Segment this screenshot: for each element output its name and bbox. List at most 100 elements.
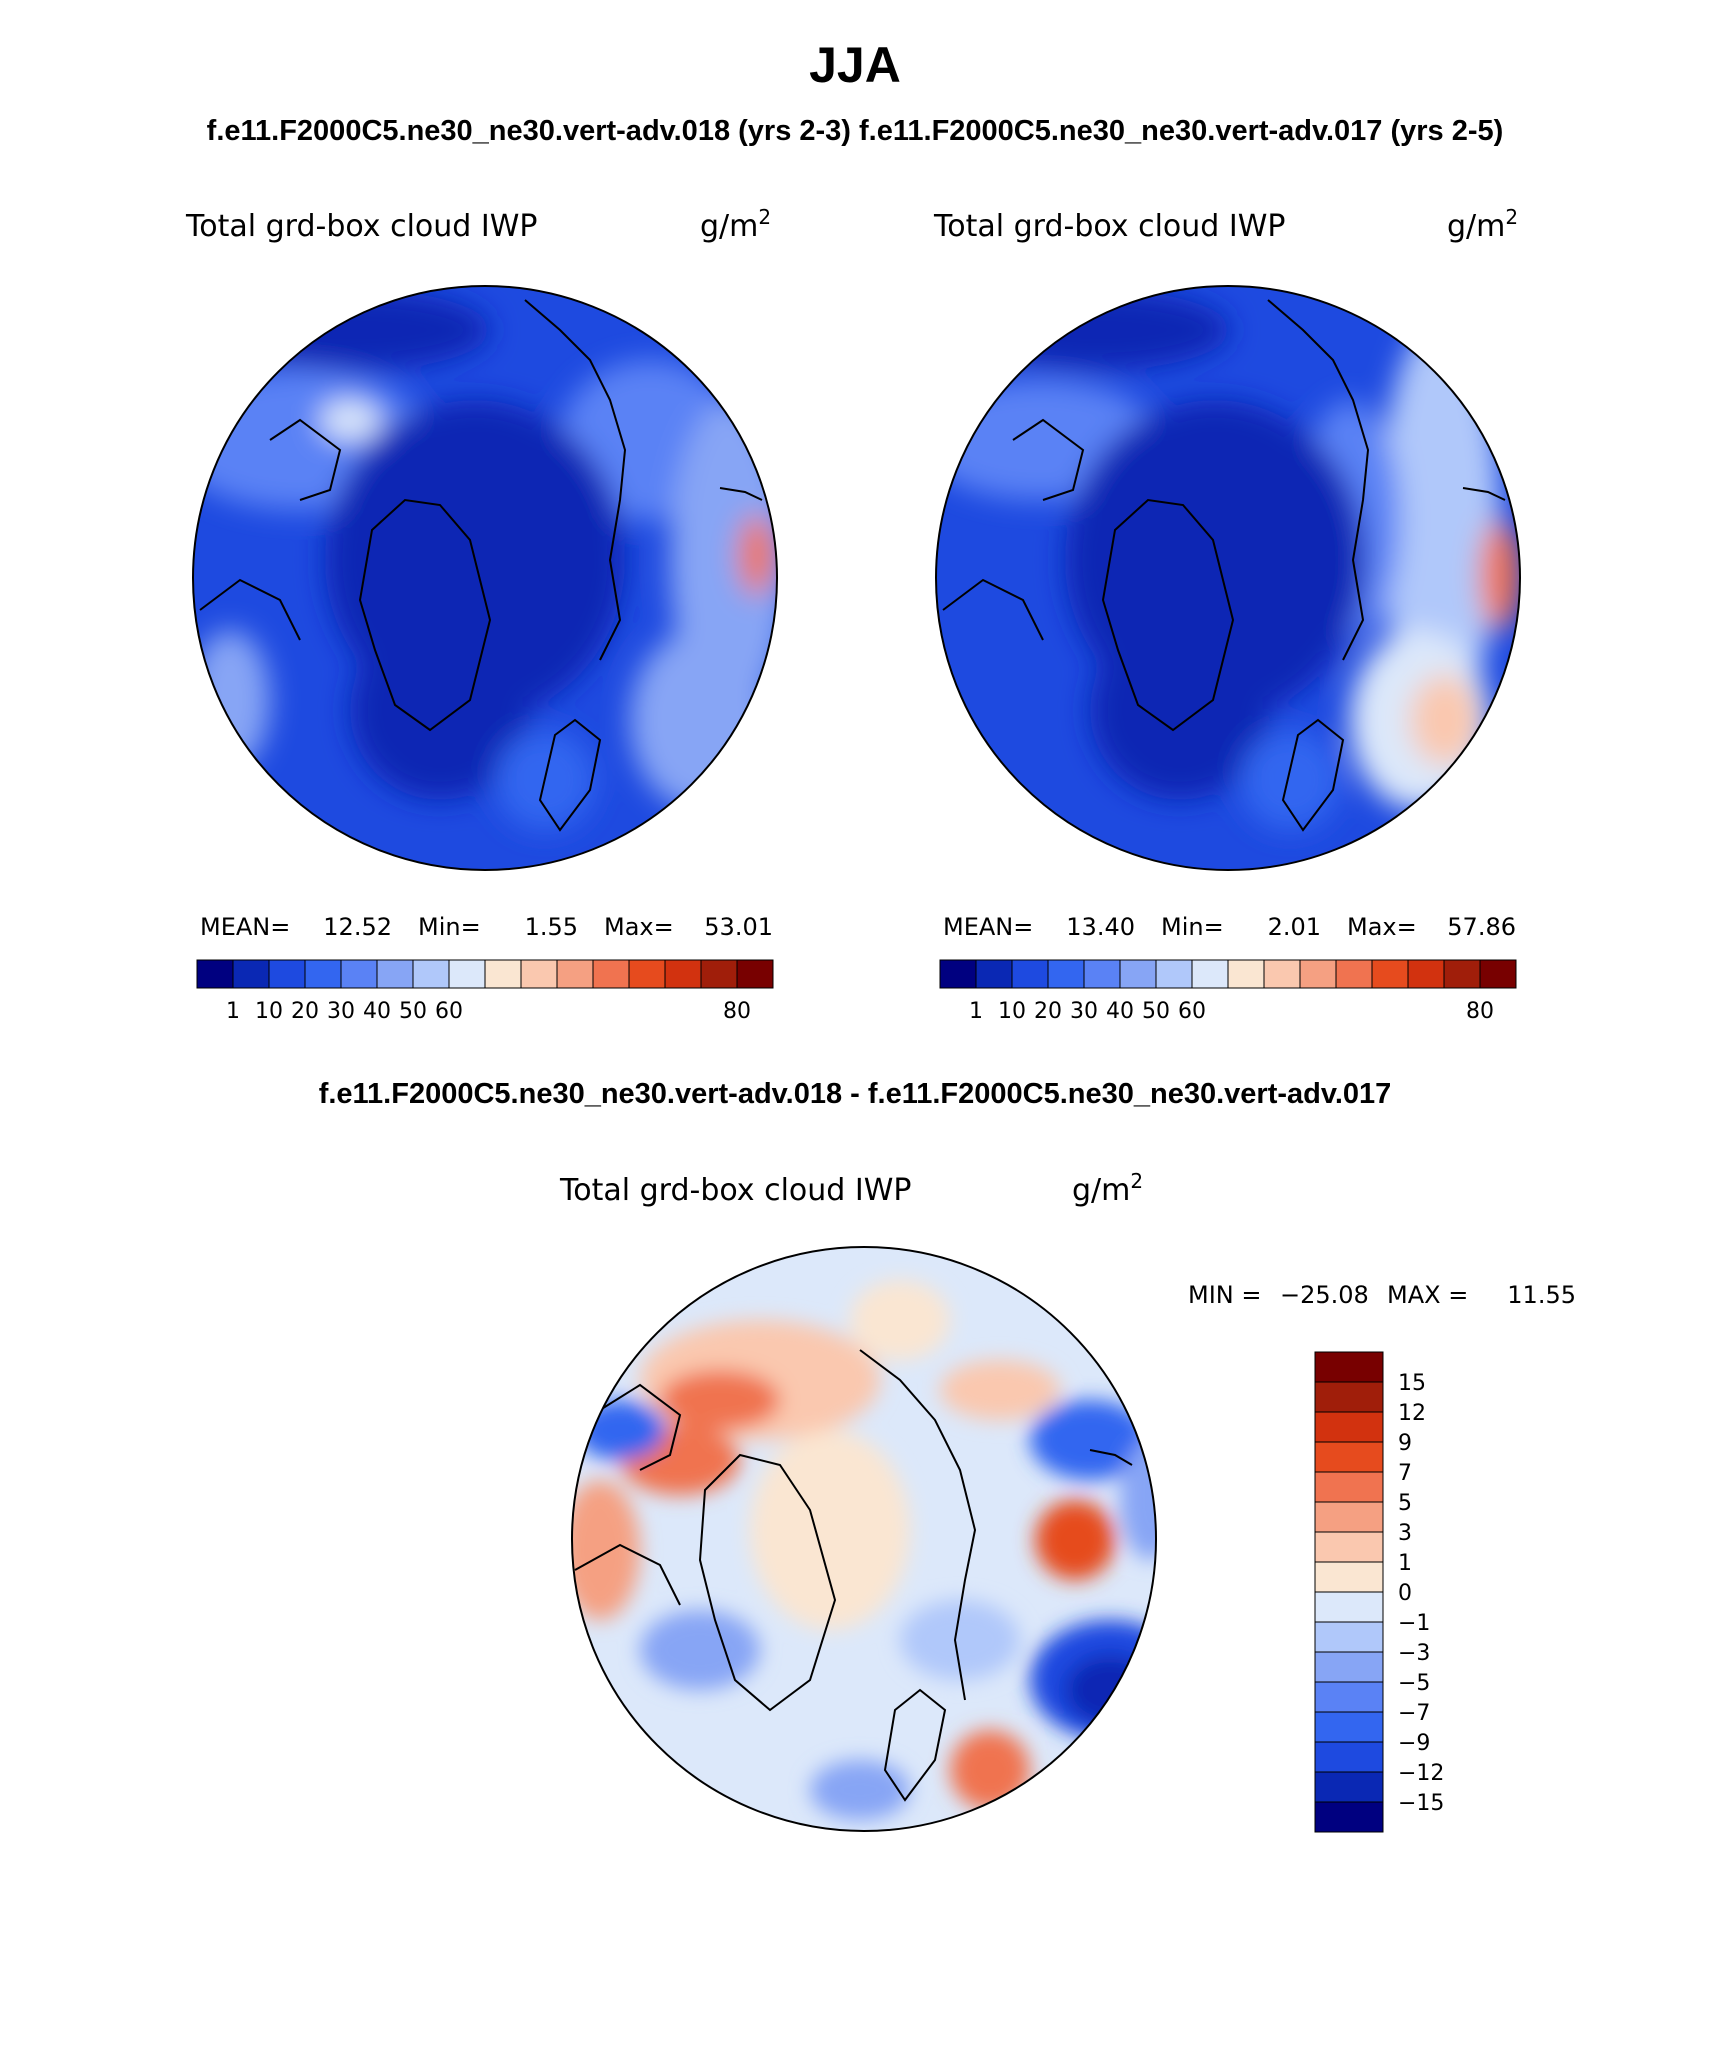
colorbar-tick-label: −7 [1398, 1701, 1430, 1726]
colorbar-swatch [520, 959, 558, 989]
panel2-min-value: 2.01 [1268, 913, 1321, 941]
panel1-coastlines [199, 299, 763, 832]
colorbar-swatch [1119, 959, 1157, 989]
difference-title: f.e11.F2000C5.ne30_ne30.vert-adv.018 - f… [319, 1078, 1392, 1110]
colorbar-swatch [1314, 1411, 1384, 1443]
colorbar-tick-label: 1 [969, 999, 983, 1024]
colorbar-swatch [1314, 1381, 1384, 1413]
colorbar-tick-label: 3 [1398, 1521, 1412, 1546]
colorbar-tick-label: −12 [1398, 1761, 1444, 1786]
colorbar-tick-label: 0 [1398, 1581, 1412, 1606]
colorbar-tick-label: 30 [1070, 999, 1098, 1024]
colorbar-swatch [1314, 1651, 1384, 1683]
colorbar-swatch [592, 959, 630, 989]
colorbar-tick-label: 40 [1106, 999, 1134, 1024]
panel2-map-field [936, 286, 1520, 870]
colorbar-swatch [1263, 959, 1301, 989]
panel2-mean-value: 13.40 [1066, 913, 1135, 941]
colorbar-tick-label: −15 [1398, 1791, 1444, 1816]
colorbar-tick-label: 20 [291, 999, 319, 1024]
colorbar-swatch [1314, 1441, 1384, 1473]
colorbar-swatch [1314, 1591, 1384, 1623]
panel1-max-label: Max= [604, 913, 674, 941]
colorbar-tick-label: 7 [1398, 1461, 1412, 1486]
colorbar-tick-label: 40 [363, 999, 391, 1024]
panel3-units: g/m2 [1072, 1169, 1143, 1208]
panel2-stats: MEAN= 13.40 Min= 2.01 Max= 57.86 [943, 913, 1516, 941]
colorbar-swatch [1371, 959, 1409, 989]
colorbar-swatch [1047, 959, 1085, 989]
colorbar-swatch [1314, 1471, 1384, 1503]
panel1-map-border [192, 285, 778, 871]
colorbar-tick-label: 30 [327, 999, 355, 1024]
panel2-colorbar: 1 10 20 30 40 50 60 80 [939, 959, 1517, 1024]
colorbar-swatch [975, 959, 1013, 989]
colorbar-swatch [1155, 959, 1193, 989]
panel1-mean-value: 12.52 [323, 913, 392, 941]
colorbar-swatch [376, 959, 414, 989]
panel2-max-label: Max= [1347, 913, 1417, 941]
colorbar-swatch [700, 959, 738, 989]
panel1-units-exp: 2 [758, 205, 771, 229]
colorbar-swatch [484, 959, 522, 989]
colorbar-swatch [1314, 1531, 1384, 1563]
panel2-units-base: g/m [1447, 209, 1505, 244]
colorbar-tick-label: −3 [1398, 1641, 1430, 1666]
colorbar-tick-label: 20 [1034, 999, 1062, 1024]
colorbar-swatch [1314, 1741, 1384, 1773]
colorbar-swatch [1314, 1681, 1384, 1713]
colorbar-swatch [304, 959, 342, 989]
colorbar-swatch [1299, 959, 1337, 989]
panel-case-018: Total grd-box cloud IWP g/m2 [185, 205, 778, 1024]
panel3-units-exp: 2 [1130, 1169, 1143, 1193]
colorbar-swatch [1011, 959, 1049, 989]
panel-case-017: Total grd-box cloud IWP g/m2 [933, 205, 1521, 1024]
panel3-min-label: MIN = [1188, 1281, 1261, 1309]
season-title: JJA [809, 37, 901, 93]
panel1-min-label: Min= [418, 913, 481, 941]
panel2-min-label: Min= [1161, 913, 1224, 941]
colorbar-swatch [556, 959, 594, 989]
colorbar-tick-label: 50 [1142, 999, 1170, 1024]
panel1-variable: Total grd-box cloud IWP [185, 209, 537, 244]
colorbar-tick-label: −9 [1398, 1731, 1430, 1756]
panel-difference: Total grd-box cloud IWP g/m2 [559, 1169, 1576, 1833]
colorbar-swatch [1314, 1501, 1384, 1533]
colorbar-tick-label: 80 [723, 999, 751, 1024]
colorbar-tick-label: 10 [255, 999, 283, 1024]
colorbar-swatch [448, 959, 486, 989]
colorbar-swatch [1314, 1621, 1384, 1653]
colorbar-tick-label: −5 [1398, 1671, 1430, 1696]
colorbar-swatch [268, 959, 306, 989]
colorbar-swatch [1083, 959, 1121, 989]
colorbar-swatch [1314, 1711, 1384, 1743]
colorbar-swatch [1335, 959, 1373, 989]
colorbar-tick-label: 9 [1398, 1431, 1412, 1456]
panel3-max-value: 11.55 [1507, 1281, 1576, 1309]
colorbar-tick-label: −1 [1398, 1611, 1430, 1636]
panel2-map-border [935, 285, 1521, 871]
colorbar-swatch [736, 959, 774, 989]
panel2-variable: Total grd-box cloud IWP [933, 209, 1285, 244]
colorbar-tick-label: 60 [435, 999, 463, 1024]
colorbar-swatch [1314, 1351, 1384, 1383]
colorbar-tick-label: 80 [1466, 999, 1494, 1024]
panel3-variable: Total grd-box cloud IWP [559, 1173, 911, 1208]
colorbar-swatch [1443, 959, 1481, 989]
colorbar-swatch [412, 959, 450, 989]
colorbar-tick-label: 12 [1398, 1401, 1426, 1426]
cases-subtitle: f.e11.F2000C5.ne30_ne30.vert-adv.018 (yr… [207, 115, 1504, 147]
colorbar-tick-label: 50 [399, 999, 427, 1024]
panel1-units: g/m2 [700, 205, 771, 244]
colorbar-swatch [340, 959, 378, 989]
colorbar-swatch [628, 959, 666, 989]
colorbar-swatch [664, 959, 702, 989]
colorbar-swatch [196, 959, 234, 989]
panel1-units-base: g/m [700, 209, 758, 244]
panel2-coastlines [942, 299, 1506, 832]
panel2-max-value: 57.86 [1447, 913, 1516, 941]
colorbar-swatch [1191, 959, 1229, 989]
panel1-colorbar: 1 10 20 30 40 50 60 80 [196, 959, 774, 1024]
panel2-units-exp: 2 [1505, 205, 1518, 229]
colorbar-tick-label: 15 [1398, 1371, 1426, 1396]
